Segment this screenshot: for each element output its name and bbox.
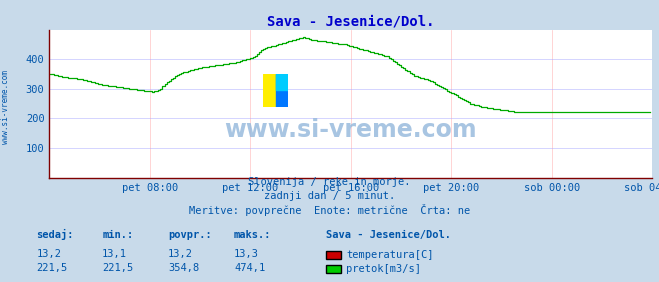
Text: 13,2: 13,2 xyxy=(36,249,61,259)
Text: temperatura[C]: temperatura[C] xyxy=(346,250,434,260)
Text: min.:: min.: xyxy=(102,230,133,240)
Text: 13,3: 13,3 xyxy=(234,249,259,259)
Text: 13,2: 13,2 xyxy=(168,249,193,259)
Text: www.si-vreme.com: www.si-vreme.com xyxy=(225,118,477,142)
Text: www.si-vreme.com: www.si-vreme.com xyxy=(1,70,10,144)
Text: 221,5: 221,5 xyxy=(36,263,67,273)
Text: sedaj:: sedaj: xyxy=(36,229,74,240)
Text: pretok[m3/s]: pretok[m3/s] xyxy=(346,264,421,274)
Text: maks.:: maks.: xyxy=(234,230,272,240)
Text: Sava - Jesenice/Dol.: Sava - Jesenice/Dol. xyxy=(326,230,451,240)
Text: Slovenija / reke in morje.: Slovenija / reke in morje. xyxy=(248,177,411,187)
Text: povpr.:: povpr.: xyxy=(168,230,212,240)
Text: Meritve: povprečne  Enote: metrične  Črta: ne: Meritve: povprečne Enote: metrične Črta:… xyxy=(189,204,470,216)
Text: 474,1: 474,1 xyxy=(234,263,265,273)
Text: 13,1: 13,1 xyxy=(102,249,127,259)
Title: Sava - Jesenice/Dol.: Sava - Jesenice/Dol. xyxy=(267,14,435,28)
Text: zadnji dan / 5 minut.: zadnji dan / 5 minut. xyxy=(264,191,395,201)
Text: 354,8: 354,8 xyxy=(168,263,199,273)
Text: 221,5: 221,5 xyxy=(102,263,133,273)
